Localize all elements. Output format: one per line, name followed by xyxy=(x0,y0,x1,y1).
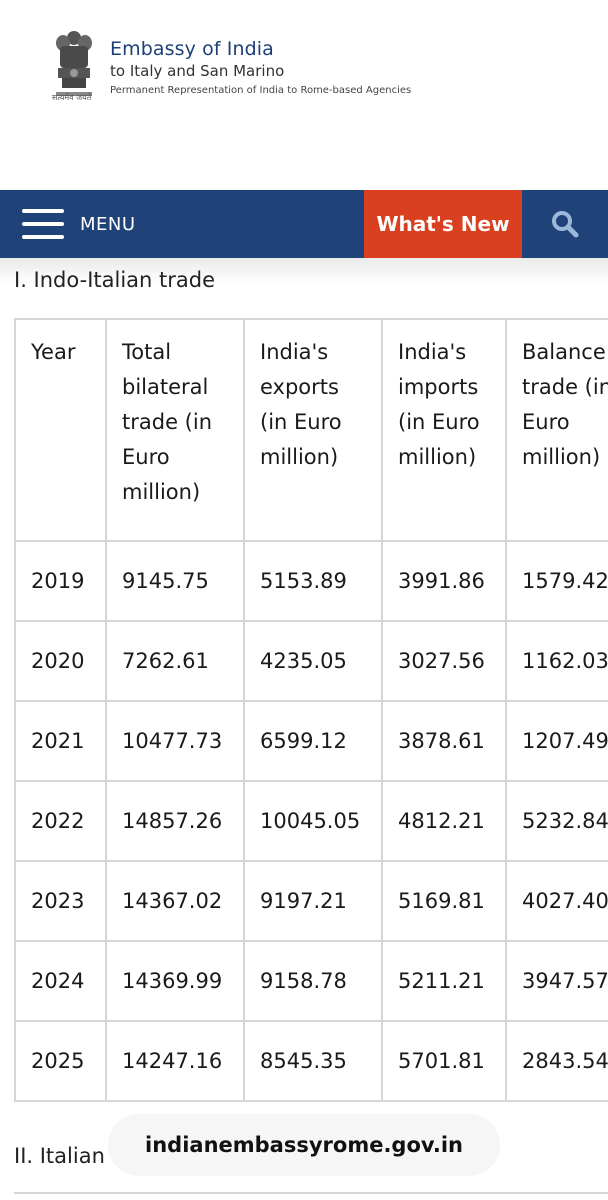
table-cell: 5211.21 xyxy=(381,940,507,1022)
table-row: 2022 14857.26 10045.05 4812.21 5232.84 xyxy=(14,780,608,862)
table-cell: 9158.78 xyxy=(243,940,383,1022)
next-table-top-border xyxy=(14,1192,608,1200)
table-cell: 4812.21 xyxy=(381,780,507,862)
column-header: Total bilateral trade (in Euro million) xyxy=(105,318,245,542)
column-header: India's imports (in Euro million) xyxy=(381,318,507,542)
search-button[interactable] xyxy=(522,190,608,258)
trade-table-wrapper[interactable]: Year Total bilateral trade (in Euro mill… xyxy=(14,318,608,1102)
table-cell: 3947.57 xyxy=(505,940,608,1022)
table-row: 2021 10477.73 6599.12 3878.61 1207.49 xyxy=(14,700,608,782)
table-header-row: Year Total bilateral trade (in Euro mill… xyxy=(14,318,608,542)
table-cell: 2020 xyxy=(14,620,107,702)
table-cell: 5701.81 xyxy=(381,1020,507,1102)
table-cell: 2022 xyxy=(14,780,107,862)
table-cell: 2021 xyxy=(14,700,107,782)
table-cell: 2843.54 xyxy=(505,1020,608,1102)
table-cell: 1207.49 xyxy=(505,700,608,782)
table-cell: 14369.99 xyxy=(105,940,245,1022)
embassy-title: Embassy of India xyxy=(110,38,274,60)
table-cell: 3878.61 xyxy=(381,700,507,782)
table-cell: 2025 xyxy=(14,1020,107,1102)
table-cell: 7262.61 xyxy=(105,620,245,702)
table-cell: 2019 xyxy=(14,540,107,622)
table-row: 2019 9145.75 5153.89 3991.86 1579.42 xyxy=(14,540,608,622)
table-cell: 4235.05 xyxy=(243,620,383,702)
table-cell: 1162.03 xyxy=(505,620,608,702)
section-title-indo-italian-trade: I. Indo-Italian trade xyxy=(14,268,215,292)
menu-label: MENU xyxy=(80,213,136,235)
table-cell: 10045.05 xyxy=(243,780,383,862)
embassy-tagline: Permanent Representation of India to Rom… xyxy=(110,85,412,96)
table-cell: 3991.86 xyxy=(381,540,507,622)
hamburger-icon xyxy=(22,209,64,239)
menu-button[interactable]: MENU xyxy=(0,190,364,258)
navbar-shadow xyxy=(0,258,608,284)
table-cell: 5232.84 xyxy=(505,780,608,862)
table-cell: 14247.16 xyxy=(105,1020,245,1102)
table-cell: 14367.02 xyxy=(105,860,245,942)
table-cell: 6599.12 xyxy=(243,700,383,782)
column-header: Balance of trade (in Euro million) xyxy=(505,318,608,542)
table-cell: 1579.42 xyxy=(505,540,608,622)
whats-new-button[interactable]: What's New xyxy=(364,190,522,258)
table-cell: 4027.40 xyxy=(505,860,608,942)
column-header: India's exports (in Euro million) xyxy=(243,318,383,542)
section-title-italian: II. Italian xyxy=(14,1144,105,1168)
embassy-brand[interactable]: Embassy of India to Italy and San Marino… xyxy=(52,26,411,106)
table-cell: 10477.73 xyxy=(105,700,245,782)
embassy-subtitle: to Italy and San Marino xyxy=(110,62,285,80)
table-cell: 3027.56 xyxy=(381,620,507,702)
table-cell: 2023 xyxy=(14,860,107,942)
search-icon xyxy=(552,211,579,238)
table-cell: 5169.81 xyxy=(381,860,507,942)
table-cell: 9145.75 xyxy=(105,540,245,622)
table-row: 2024 14369.99 9158.78 5211.21 3947.57 xyxy=(14,940,608,1022)
table-row: 2023 14367.02 9197.21 5169.81 4027.40 xyxy=(14,860,608,942)
table-row: 2025 14247.16 8545.35 5701.81 2843.54 xyxy=(14,1020,608,1102)
table-cell: 2024 xyxy=(14,940,107,1022)
emblem-motto: सत्यमेव जयते xyxy=(52,93,92,102)
table-cell: 14857.26 xyxy=(105,780,245,862)
national-emblem-icon xyxy=(52,26,96,104)
table-row: 2020 7262.61 4235.05 3027.56 1162.03 xyxy=(14,620,608,702)
table-cell: 9197.21 xyxy=(243,860,383,942)
column-header: Year xyxy=(14,318,107,542)
trade-table: Year Total bilateral trade (in Euro mill… xyxy=(14,318,608,1102)
browser-url-bar[interactable]: indianembassyrome.gov.in xyxy=(108,1114,500,1176)
main-navbar: MENU What's New xyxy=(0,190,608,258)
table-cell: 8545.35 xyxy=(243,1020,383,1102)
table-cell: 5153.89 xyxy=(243,540,383,622)
